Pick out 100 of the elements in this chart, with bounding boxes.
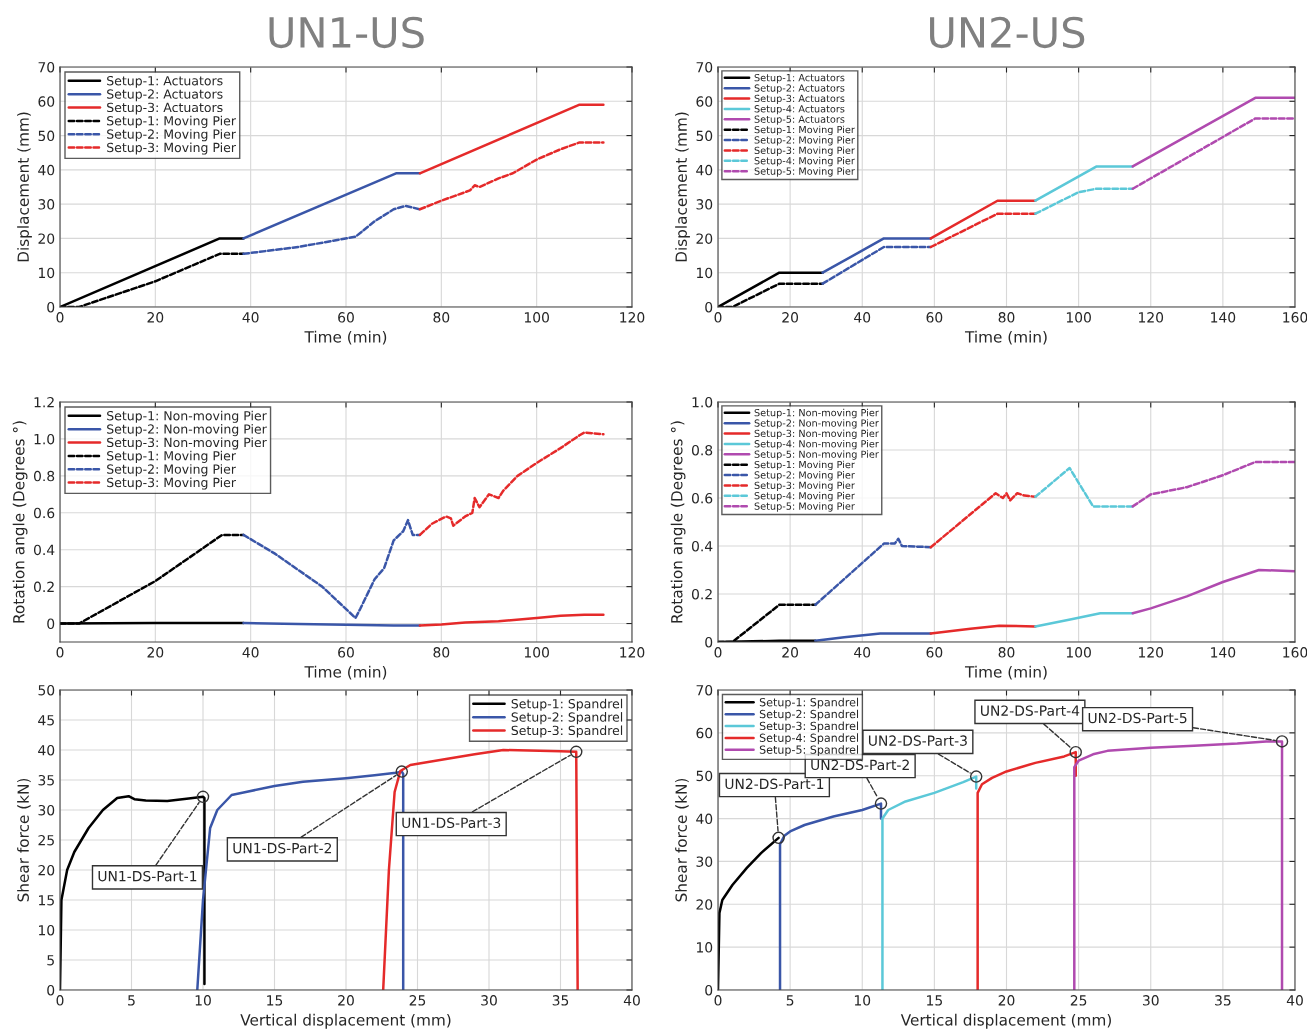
legend-label: Setup-1: Moving Pier: [754, 460, 855, 471]
x-tick-label: 15: [927, 995, 942, 1006]
x-tick-label: 40: [242, 312, 259, 323]
y-tick-label: 40: [696, 813, 713, 825]
x-tick-label: 30: [1142, 995, 1159, 1006]
x-axis-title: Time (min): [964, 330, 1047, 345]
legend-label: Setup-3: Non-moving Pier: [107, 437, 267, 450]
y-tick-label: 0.6: [33, 507, 55, 519]
y-tick-label: 0.8: [33, 470, 55, 482]
y-tick-label: 70: [38, 61, 55, 73]
legend-label: Setup-1: Actuators: [107, 75, 223, 88]
y-axis-title: Rotation angle (Degrees °): [670, 421, 686, 623]
y-tick-label: 1.0: [34, 433, 55, 445]
x-tick-label: 100: [1066, 647, 1091, 658]
y-tick-label: 0.8: [691, 444, 713, 456]
x-tick-label: 60: [338, 312, 354, 323]
x-tick-label: 80: [433, 312, 450, 323]
y-tick-label: 20: [38, 864, 55, 876]
y-tick-label: 0.2: [691, 588, 712, 600]
y-tick-label: 10: [38, 267, 55, 279]
x-tick-label: 60: [926, 647, 943, 658]
y-tick-label: 0.4: [33, 544, 55, 556]
legend-label: Setup-2: Spandrel: [511, 712, 623, 725]
y-tick-label: 0: [47, 301, 55, 313]
y-tick-label: 15: [38, 895, 54, 906]
y-tick-label: 50: [696, 130, 713, 142]
y-tick-label: 10: [696, 942, 713, 953]
x-axis-title: Time (min): [304, 665, 387, 680]
x-tick-label: 60: [926, 312, 943, 323]
legend-label: Setup-2: Spandrel: [759, 709, 859, 721]
legend-label: Setup-2: Non-moving Pier: [107, 424, 267, 437]
y-tick-label: 0.4: [691, 540, 713, 552]
x-tick-label: 120: [620, 647, 645, 658]
y-tick-label: 50: [38, 130, 55, 142]
legend-label: Setup-2: Moving Pier: [754, 136, 855, 146]
legend-label: Setup-4: Spandrel: [759, 733, 859, 745]
legend-label: Setup-4: Moving Pier: [754, 491, 855, 502]
x-tick-label: 60: [338, 647, 354, 658]
x-tick-label: 40: [854, 312, 871, 323]
x-tick-label: 0: [714, 995, 722, 1006]
y-axis-title: Displacement (mm): [17, 112, 32, 262]
annotation: UN2-DS-Part-5: [1088, 712, 1187, 724]
x-tick-label: 40: [1286, 995, 1303, 1006]
y-tick-label: 30: [696, 199, 713, 210]
legend-label: Setup-2: Moving Pier: [107, 129, 236, 142]
legend-label: Setup-4: Moving Pier: [754, 156, 855, 167]
x-tick-label: 20: [782, 647, 799, 658]
x-tick-label: 40: [854, 647, 871, 658]
legend-label: Setup-5: Moving Pier: [754, 167, 855, 177]
y-tick-label: 30: [38, 804, 55, 816]
line-series: [242, 518, 422, 620]
x-tick-label: 0: [714, 647, 722, 658]
legend-label: Setup-3: Actuators: [754, 94, 845, 104]
y-tick-label: 5: [47, 955, 54, 966]
x-tick-label: 0: [56, 995, 64, 1006]
line-series: [418, 141, 605, 211]
legend-label: Setup-1: Moving Pier: [107, 450, 236, 463]
x-tick-label: 40: [242, 647, 259, 658]
legend-label: Setup-1: Spandrel: [759, 697, 859, 709]
legend-label: Setup-3: Actuators: [107, 102, 223, 115]
y-tick-label: 40: [38, 744, 55, 756]
y-axis-title: Rotation angle (Degrees °): [12, 421, 28, 623]
y-tick-label: 0: [705, 984, 713, 996]
y-tick-label: 20: [38, 233, 55, 244]
line-series: [929, 624, 1037, 635]
legend-label: Setup-3: Moving Pier: [754, 146, 855, 156]
x-tick-label: 20: [147, 312, 164, 323]
y-tick-label: 45: [38, 715, 54, 726]
y-tick-label: 1.2: [34, 396, 54, 408]
legend-label: Setup-3: Spandrel: [511, 725, 623, 738]
y-tick-label: 10: [38, 924, 55, 936]
x-tick-label: 15: [267, 995, 283, 1006]
y-tick-label: 60: [696, 727, 713, 739]
legend-label: Setup-5: Moving Pier: [754, 502, 855, 512]
x-tick-label: 80: [998, 647, 1015, 658]
y-tick-label: 60: [38, 96, 55, 107]
legend-label: Setup-5: Actuators: [754, 115, 845, 125]
y-axis-title: Shear force (kN): [675, 778, 689, 902]
line-series: [929, 491, 1037, 549]
legend-label: Setup-1: Moving Pier: [107, 115, 236, 128]
line-series: [814, 537, 933, 607]
x-tick-label: 100: [1066, 312, 1091, 323]
legend-label: Setup-3: Moving Pier: [107, 142, 236, 155]
x-tick-label: 25: [409, 995, 426, 1006]
legend-label: Setup-1: Spandrel: [511, 698, 623, 711]
legend-label: Setup-1: Non-moving Pier: [107, 410, 267, 423]
legend-label: Setup-4: Non-moving Pier: [754, 439, 879, 450]
y-tick-label: 70: [696, 61, 713, 73]
y-tick-label: 20: [696, 899, 713, 910]
x-tick-label: 120: [620, 312, 645, 323]
annotation: UN2-DS-Part-2: [811, 759, 909, 771]
legend-label: Setup-3: Moving Pier: [754, 481, 855, 491]
x-tick-label: 160: [1283, 647, 1307, 658]
legend-label: Setup-2: Moving Pier: [754, 471, 855, 481]
x-tick-label: 30: [481, 995, 497, 1006]
legend-label: Setup-3: Non-moving Pier: [754, 429, 879, 439]
line-series: [418, 431, 605, 537]
x-tick-label: 20: [147, 647, 164, 658]
y-tick-label: 0: [47, 984, 55, 996]
y-tick-label: 70: [696, 684, 713, 696]
